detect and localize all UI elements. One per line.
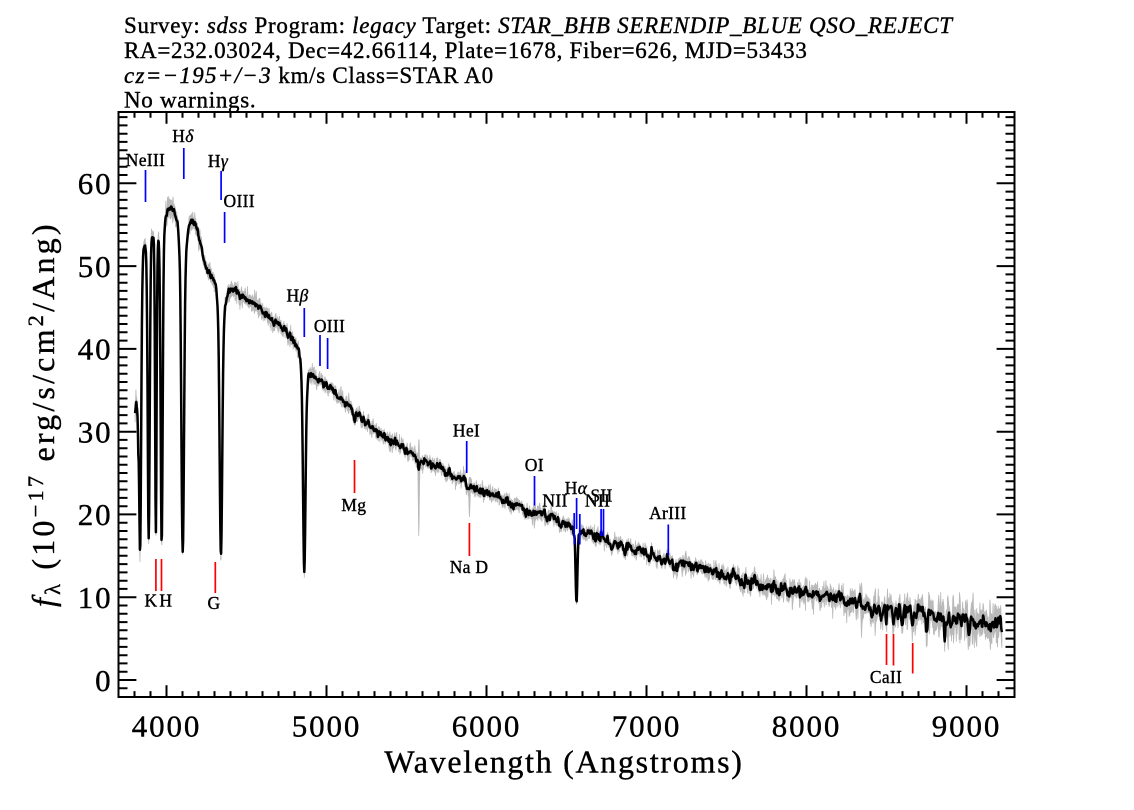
svg-text:9000: 9000 [932, 709, 1002, 744]
svg-text:fλ (10−17 erg/s/cm2/Ang): fλ (10−17 erg/s/cm2/Ang) [23, 221, 65, 607]
svg-text:HeI: HeI [453, 421, 480, 441]
svg-text:NII: NII [542, 491, 567, 511]
svg-text:50: 50 [78, 249, 113, 284]
svg-text:10: 10 [78, 580, 113, 615]
svg-text:K: K [145, 591, 158, 611]
svg-text:OI: OI [525, 455, 544, 475]
svg-text:Survey: sdss Program: legacy T: Survey: sdss Program: legacy Target: STA… [124, 13, 954, 38]
svg-text:0: 0 [95, 663, 112, 698]
svg-text:Mg: Mg [341, 495, 366, 515]
svg-text:Hδ: Hδ [172, 126, 194, 146]
svg-text:ArIII: ArIII [649, 503, 686, 523]
svg-text:6000: 6000 [452, 709, 522, 744]
svg-text:Hγ: Hγ [208, 151, 229, 171]
svg-text:Hα: Hα [565, 478, 588, 498]
svg-text:5000: 5000 [292, 709, 362, 744]
svg-text:No warnings.: No warnings. [124, 88, 256, 113]
svg-text:G: G [208, 593, 221, 613]
svg-text:OIII: OIII [224, 191, 255, 211]
svg-text:4000: 4000 [132, 709, 202, 744]
svg-text:RA=232.03024, Dec=42.66114, Pl: RA=232.03024, Dec=42.66114, Plate=1678, … [124, 38, 808, 63]
svg-text:Hβ: Hβ [287, 286, 309, 306]
svg-text:20: 20 [78, 497, 113, 532]
svg-text:CaII: CaII [870, 667, 902, 687]
svg-text:Na D: Na D [450, 557, 489, 577]
svg-text:30: 30 [78, 415, 113, 450]
svg-text:H: H [159, 591, 172, 611]
svg-text:NII: NII [585, 491, 610, 511]
svg-text:SII: SII [590, 485, 612, 505]
svg-text:7000: 7000 [612, 709, 682, 744]
svg-text:NeIII: NeIII [126, 150, 165, 170]
svg-text:8000: 8000 [772, 709, 842, 744]
svg-text:60: 60 [78, 166, 113, 201]
svg-text:cz=−195+/−3 km/s Class=STAR A0: cz=−195+/−3 km/s Class=STAR A0 [124, 63, 494, 88]
svg-text:OIII: OIII [314, 316, 345, 336]
svg-text:40: 40 [78, 332, 113, 367]
svg-text:Wavelength (Angstroms): Wavelength (Angstroms) [384, 743, 743, 779]
